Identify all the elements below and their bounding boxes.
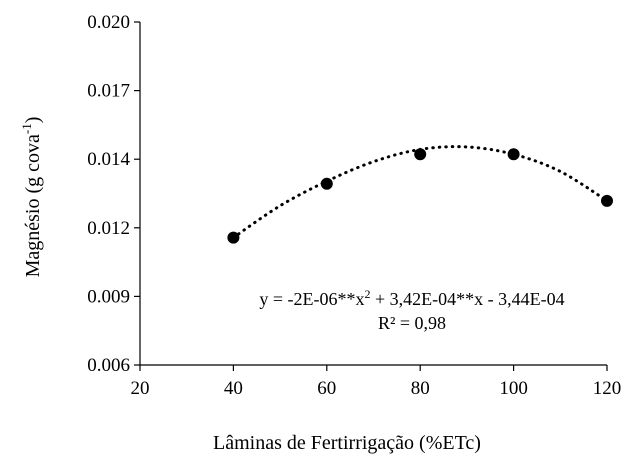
data-point [507,148,520,161]
y-tick-label: 0.020 [87,12,130,33]
x-tick-label: 120 [593,378,622,399]
y-tick-label: 0.014 [87,149,130,170]
y-axis-title-main: Magnésio (g cova [22,134,44,277]
r-squared-label: R² = 0,98 [378,313,446,333]
x-axis-title: Lâminas de Fertirrigação (%ETc) [213,432,481,454]
y-tick-label: 0.012 [87,218,130,239]
x-tick-label: 20 [131,378,150,399]
data-point [320,177,333,190]
data-point [227,231,240,244]
y-tick-label: 0.009 [87,286,130,307]
y-tick-label: 0.017 [87,81,130,102]
equation-superscript: 2 [365,287,371,301]
y-tick-label: 0.006 [87,355,130,376]
y-axis-title: Magnésio (g cova-1) [19,117,44,278]
y-axis-title-superscript: -1 [19,123,34,134]
data-point [414,148,427,161]
equation-text-main: y = -2E-06**x [259,289,364,309]
x-axis-ticks: 20 40 60 80 100 120 [131,365,622,399]
x-tick-label: 60 [317,378,336,399]
y-axis-ticks: 0.006 0.009 0.012 0.014 0.017 0.020 [87,12,140,376]
data-points [227,148,613,244]
equation-label: y = -2E-06**x2 + 3,42E-04**x - 3,44E-04 [259,287,564,309]
equation-text-rest: + 3,42E-04**x - 3,44E-04 [371,289,565,309]
x-tick-label: 100 [499,378,528,399]
data-point [601,194,613,207]
x-tick-label: 40 [224,378,243,399]
x-tick-label: 80 [411,378,430,399]
y-axis-title-close: ) [22,117,44,124]
axes [139,22,607,366]
